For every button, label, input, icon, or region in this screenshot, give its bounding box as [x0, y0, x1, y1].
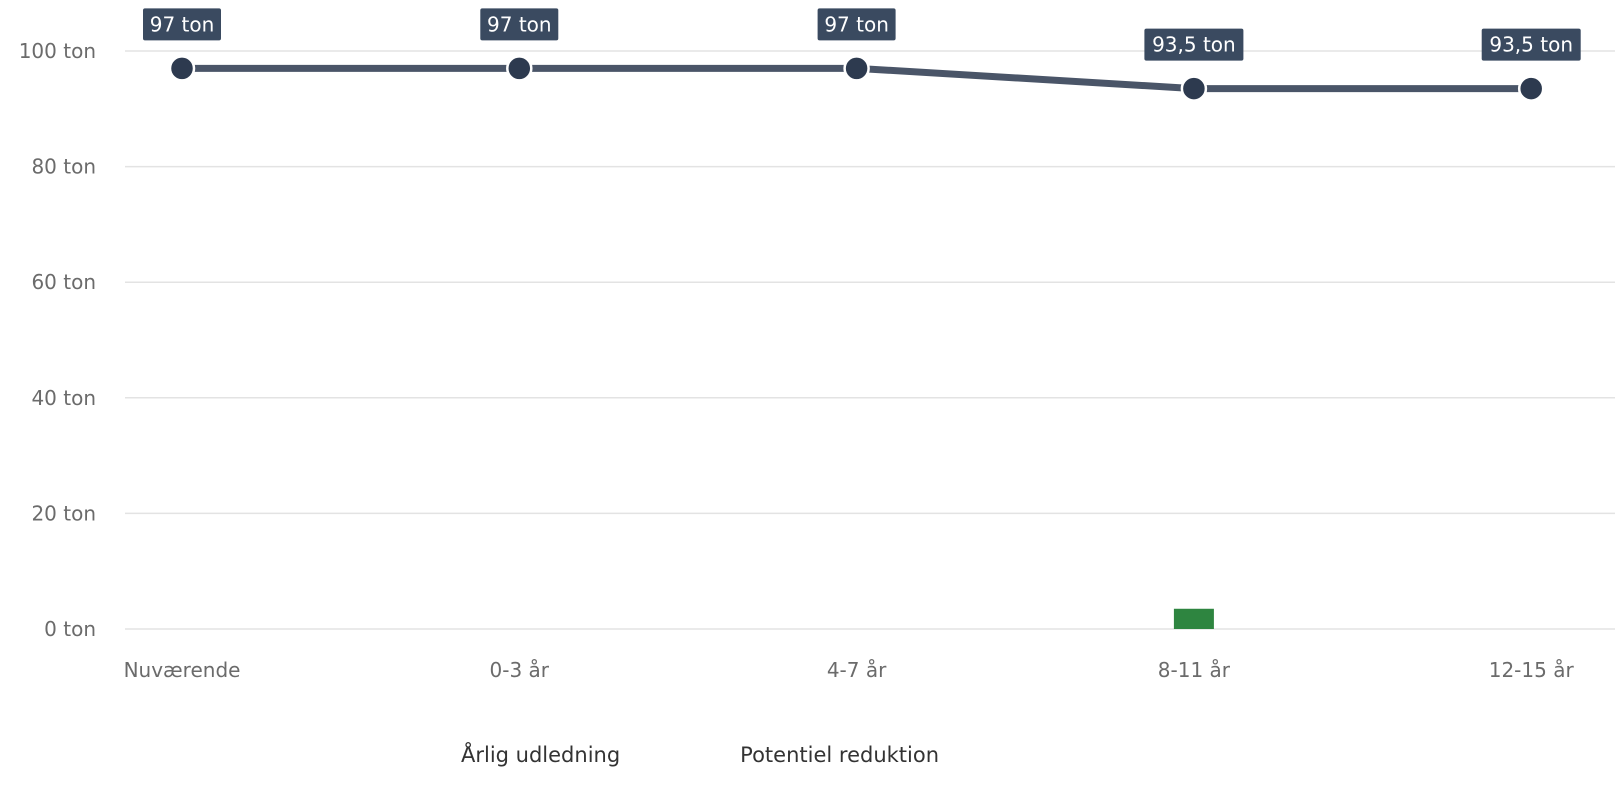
- x-tick-label: 12-15 år: [1489, 658, 1575, 682]
- emission-point[interactable]: [1180, 75, 1208, 102]
- data-label: 97 ton: [480, 8, 559, 41]
- x-tick-label: 0-3 år: [490, 658, 550, 682]
- y-tick-label: 60 ton: [31, 270, 96, 294]
- data-label-bg: [1144, 28, 1244, 61]
- data-label-text: 97 ton: [487, 12, 552, 36]
- data-label: 97 ton: [143, 8, 221, 41]
- x-tick-label: Nuværende: [124, 658, 241, 682]
- data-label-text: 97 ton: [150, 12, 215, 36]
- y-tick-label: 40 ton: [31, 386, 96, 410]
- y-tick-label: 0 ton: [44, 617, 96, 641]
- data-label-bg: [817, 8, 896, 41]
- data-label-bg: [143, 8, 221, 41]
- legend-item-potential-reduction[interactable]: Potentiel reduktion: [740, 743, 940, 767]
- y-tick-label: 20 ton: [31, 501, 96, 525]
- reduction-bar[interactable]: [1173, 608, 1214, 629]
- data-label-text: 93,5 ton: [1489, 33, 1573, 57]
- data-label-bg: [1481, 28, 1581, 61]
- y-axis: 0 ton 20 ton 40 ton 60 ton 80 ton 100 ton: [19, 39, 96, 641]
- data-labels: 97 ton 97 ton 97 ton 93,5 ton 93,5 ton: [143, 8, 1581, 61]
- gridlines: [125, 50, 1615, 630]
- legend-item-annual-emission[interactable]: Årlig udledning: [460, 743, 621, 767]
- reduction-bars: [1173, 608, 1214, 629]
- data-label-text: 93,5 ton: [1152, 33, 1236, 57]
- x-axis: Nuværende 0-3 år 4-7 år 8-11 år 12-15 år: [124, 658, 1575, 682]
- data-label: 93,5 ton: [1481, 28, 1581, 61]
- emission-line: [168, 55, 1545, 102]
- y-tick-label: 100 ton: [19, 39, 96, 63]
- x-tick-label: 4-7 år: [827, 658, 887, 682]
- y-tick-label: 80 ton: [31, 155, 96, 179]
- emission-point[interactable]: [1517, 75, 1545, 102]
- data-label: 93,5 ton: [1144, 28, 1244, 61]
- x-tick-label: 8-11 år: [1158, 658, 1231, 682]
- legend: Årlig udledning Potentiel reduktion: [0, 735, 1400, 775]
- data-label: 97 ton: [817, 8, 896, 41]
- data-label-bg: [480, 8, 559, 41]
- emission-point[interactable]: [168, 55, 196, 82]
- emission-point[interactable]: [843, 55, 870, 82]
- emission-point[interactable]: [506, 55, 533, 82]
- data-label-text: 97 ton: [824, 12, 889, 36]
